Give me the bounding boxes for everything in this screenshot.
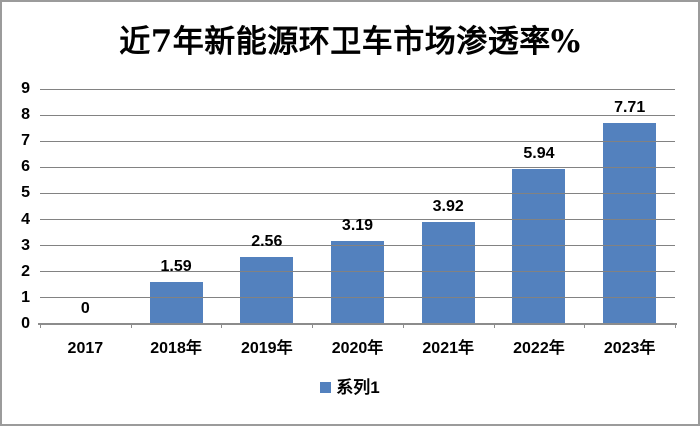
x-axis-label: 2017 [67, 340, 104, 357]
y-axis-label: 9 [21, 80, 30, 97]
bar [603, 122, 657, 324]
y-axis-label: 5 [21, 184, 30, 202]
legend-marker-icon [320, 382, 332, 393]
bar-value-label: 1.59 [160, 258, 192, 276]
y-axis-label: 8 [21, 106, 30, 124]
chart-title: 近7年新能源环卫车市场渗透率% [119, 24, 581, 60]
y-axis-label: 7 [21, 132, 30, 150]
plot-area: 0 1.59 2.56 3.19 3.92 5.94 7.71 [38, 88, 677, 328]
bar-value-label: 3.92 [432, 197, 464, 215]
y-axis-label: 6 [21, 158, 30, 176]
gridline [40, 245, 675, 247]
x-axis-tick [312, 324, 314, 328]
x-axis-label: 2020年 [331, 340, 384, 357]
y-axis: 0 1 2 3 4 5 6 7 8 9 [2, 81, 32, 332]
bar [149, 282, 203, 324]
bar-value-label: 5.94 [523, 144, 555, 162]
bar [331, 240, 384, 324]
gridline [40, 114, 675, 116]
gridline [40, 297, 675, 299]
x-axis-label: 2023年 [603, 340, 656, 357]
x-axis-tick [493, 324, 495, 328]
legend: 系列1 [2, 379, 698, 396]
y-axis-label: 1 [21, 288, 30, 306]
legend-label: 系列1 [336, 378, 380, 397]
x-axis-tick [40, 324, 41, 328]
bar [240, 257, 294, 324]
x-axis-label: 2022年 [513, 340, 565, 357]
y-axis-label: 2 [21, 262, 30, 280]
bar-value-label: 7.71 [614, 98, 646, 116]
gridline [40, 166, 675, 168]
bar-value-label: 2.56 [251, 233, 283, 251]
x-axis-tick [584, 324, 586, 328]
y-axis-label: 0 [21, 315, 30, 332]
x-axis-tick [402, 324, 404, 328]
bar-value-label: 3.19 [341, 216, 374, 234]
x-axis-label: 2021年 [422, 340, 475, 357]
x-axis-tick [675, 324, 676, 328]
y-axis-label: 3 [21, 236, 30, 254]
x-axis-label: 2019年 [240, 340, 293, 357]
gridline [40, 219, 675, 221]
gridline [40, 88, 675, 90]
gridline [40, 192, 675, 194]
axis-baseline [38, 323, 677, 325]
bar [421, 221, 475, 324]
gridline [40, 140, 675, 142]
y-axis-label: 4 [21, 210, 30, 228]
x-axis-label: 2018年 [150, 340, 202, 357]
x-axis-tick [221, 324, 223, 328]
bar-value-label: 0 [80, 300, 90, 317]
x-axis-tick [130, 324, 132, 328]
gridline [40, 271, 675, 273]
x-axis: 2017 2018年 2019年 2020年 2021年 2022年 2023年 [40, 339, 675, 361]
